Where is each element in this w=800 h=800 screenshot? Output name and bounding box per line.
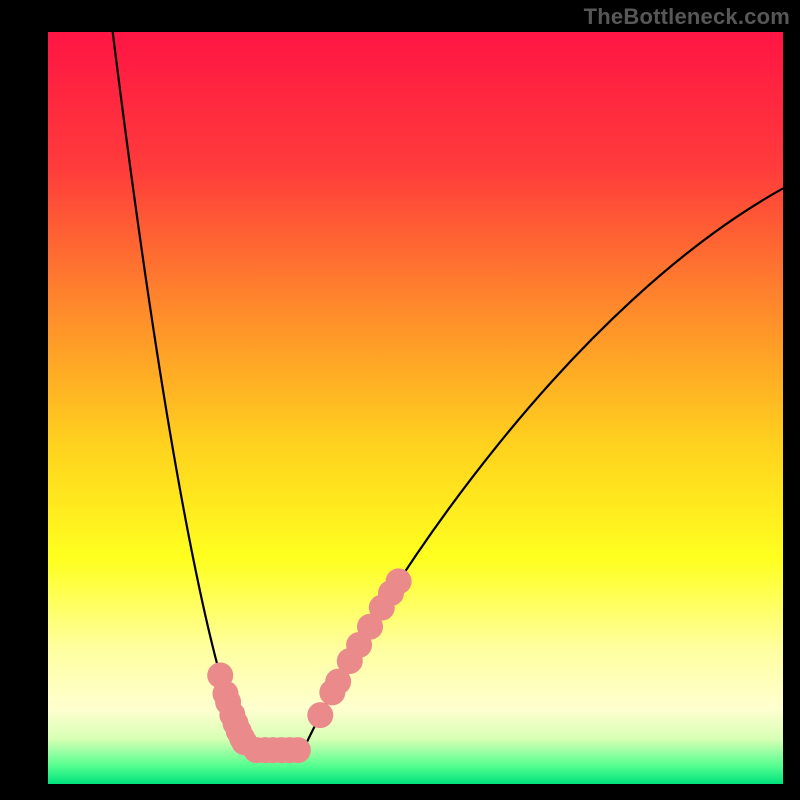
data-marker xyxy=(285,737,311,763)
plot-area xyxy=(48,32,783,784)
watermark-text: TheBottleneck.com xyxy=(584,4,790,30)
bottleneck-curve xyxy=(113,32,783,750)
stage: TheBottleneck.com xyxy=(0,0,800,800)
curve-overlay xyxy=(48,32,783,784)
data-marker xyxy=(307,702,333,728)
data-marker xyxy=(386,568,412,594)
